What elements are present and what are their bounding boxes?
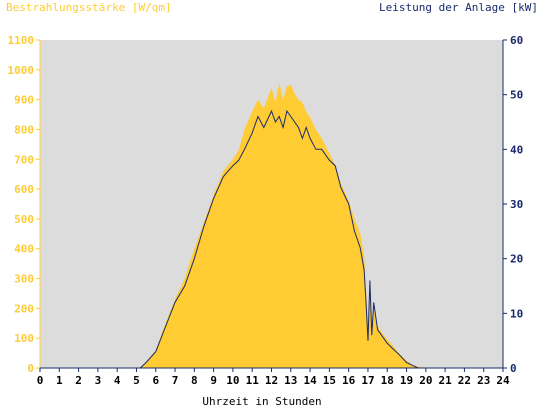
left-tick-label: 200 [14,302,34,315]
left-tick-label: 700 [14,153,34,166]
irradiance-area [140,83,426,368]
x-tick-label: 17 [361,374,374,387]
x-tick-label: 2 [75,374,82,387]
right-tick-label: 30 [510,198,523,211]
series-layer [139,83,426,369]
x-tick-label: 7 [172,374,179,387]
left-tick-label: 0 [27,362,34,375]
x-tick-label: 5 [133,374,140,387]
left-tick-label: 500 [14,213,34,226]
x-tick-label: 22 [458,374,471,387]
x-axis-title: Uhrzeit in Stunden [202,395,321,408]
left-tick-label: 1000 [8,64,35,77]
x-tick-label: 8 [191,374,198,387]
left-tick-label: 900 [14,94,34,107]
x-tick-label: 9 [210,374,217,387]
x-tick-label: 0 [37,374,44,387]
power-line [139,109,426,369]
x-tick-label: 18 [381,374,394,387]
right-tick-label: 10 [510,307,523,320]
x-tick-label: 4 [114,374,121,387]
left-tick-label: 100 [14,332,34,345]
left-tick-label: 600 [14,183,34,196]
x-tick-label: 16 [342,374,356,387]
left-axis-title: Bestrahlungsstärke [W/qm] [6,1,172,14]
right-tick-label: 0 [510,362,517,375]
x-tick-label: 24 [496,374,510,387]
x-tick-label: 12 [265,374,278,387]
x-tick-label: 15 [323,374,336,387]
x-tick-label: 14 [303,374,317,387]
right-tick-label: 50 [510,89,523,102]
x-tick-label: 3 [95,374,102,387]
left-tick-label: 800 [14,123,34,136]
left-tick-label: 1100 [8,34,35,47]
right-tick-label: 20 [510,253,523,266]
x-tick-label: 10 [226,374,239,387]
ticks-layer: 0100200300400500600700800900100011000102… [8,34,524,387]
x-tick-label: 11 [246,374,260,387]
x-tick-label: 20 [419,374,432,387]
right-tick-label: 40 [510,143,523,156]
x-tick-label: 1 [56,374,63,387]
x-tick-label: 13 [284,374,297,387]
right-tick-label: 60 [510,34,523,47]
x-tick-label: 23 [477,374,490,387]
x-tick-label: 21 [439,374,453,387]
left-tick-label: 300 [14,273,34,286]
right-axis-title: Leistung der Anlage [kW] [379,1,538,14]
x-tick-label: 6 [152,374,159,387]
x-tick-label: 19 [400,374,413,387]
left-tick-label: 400 [14,243,34,256]
